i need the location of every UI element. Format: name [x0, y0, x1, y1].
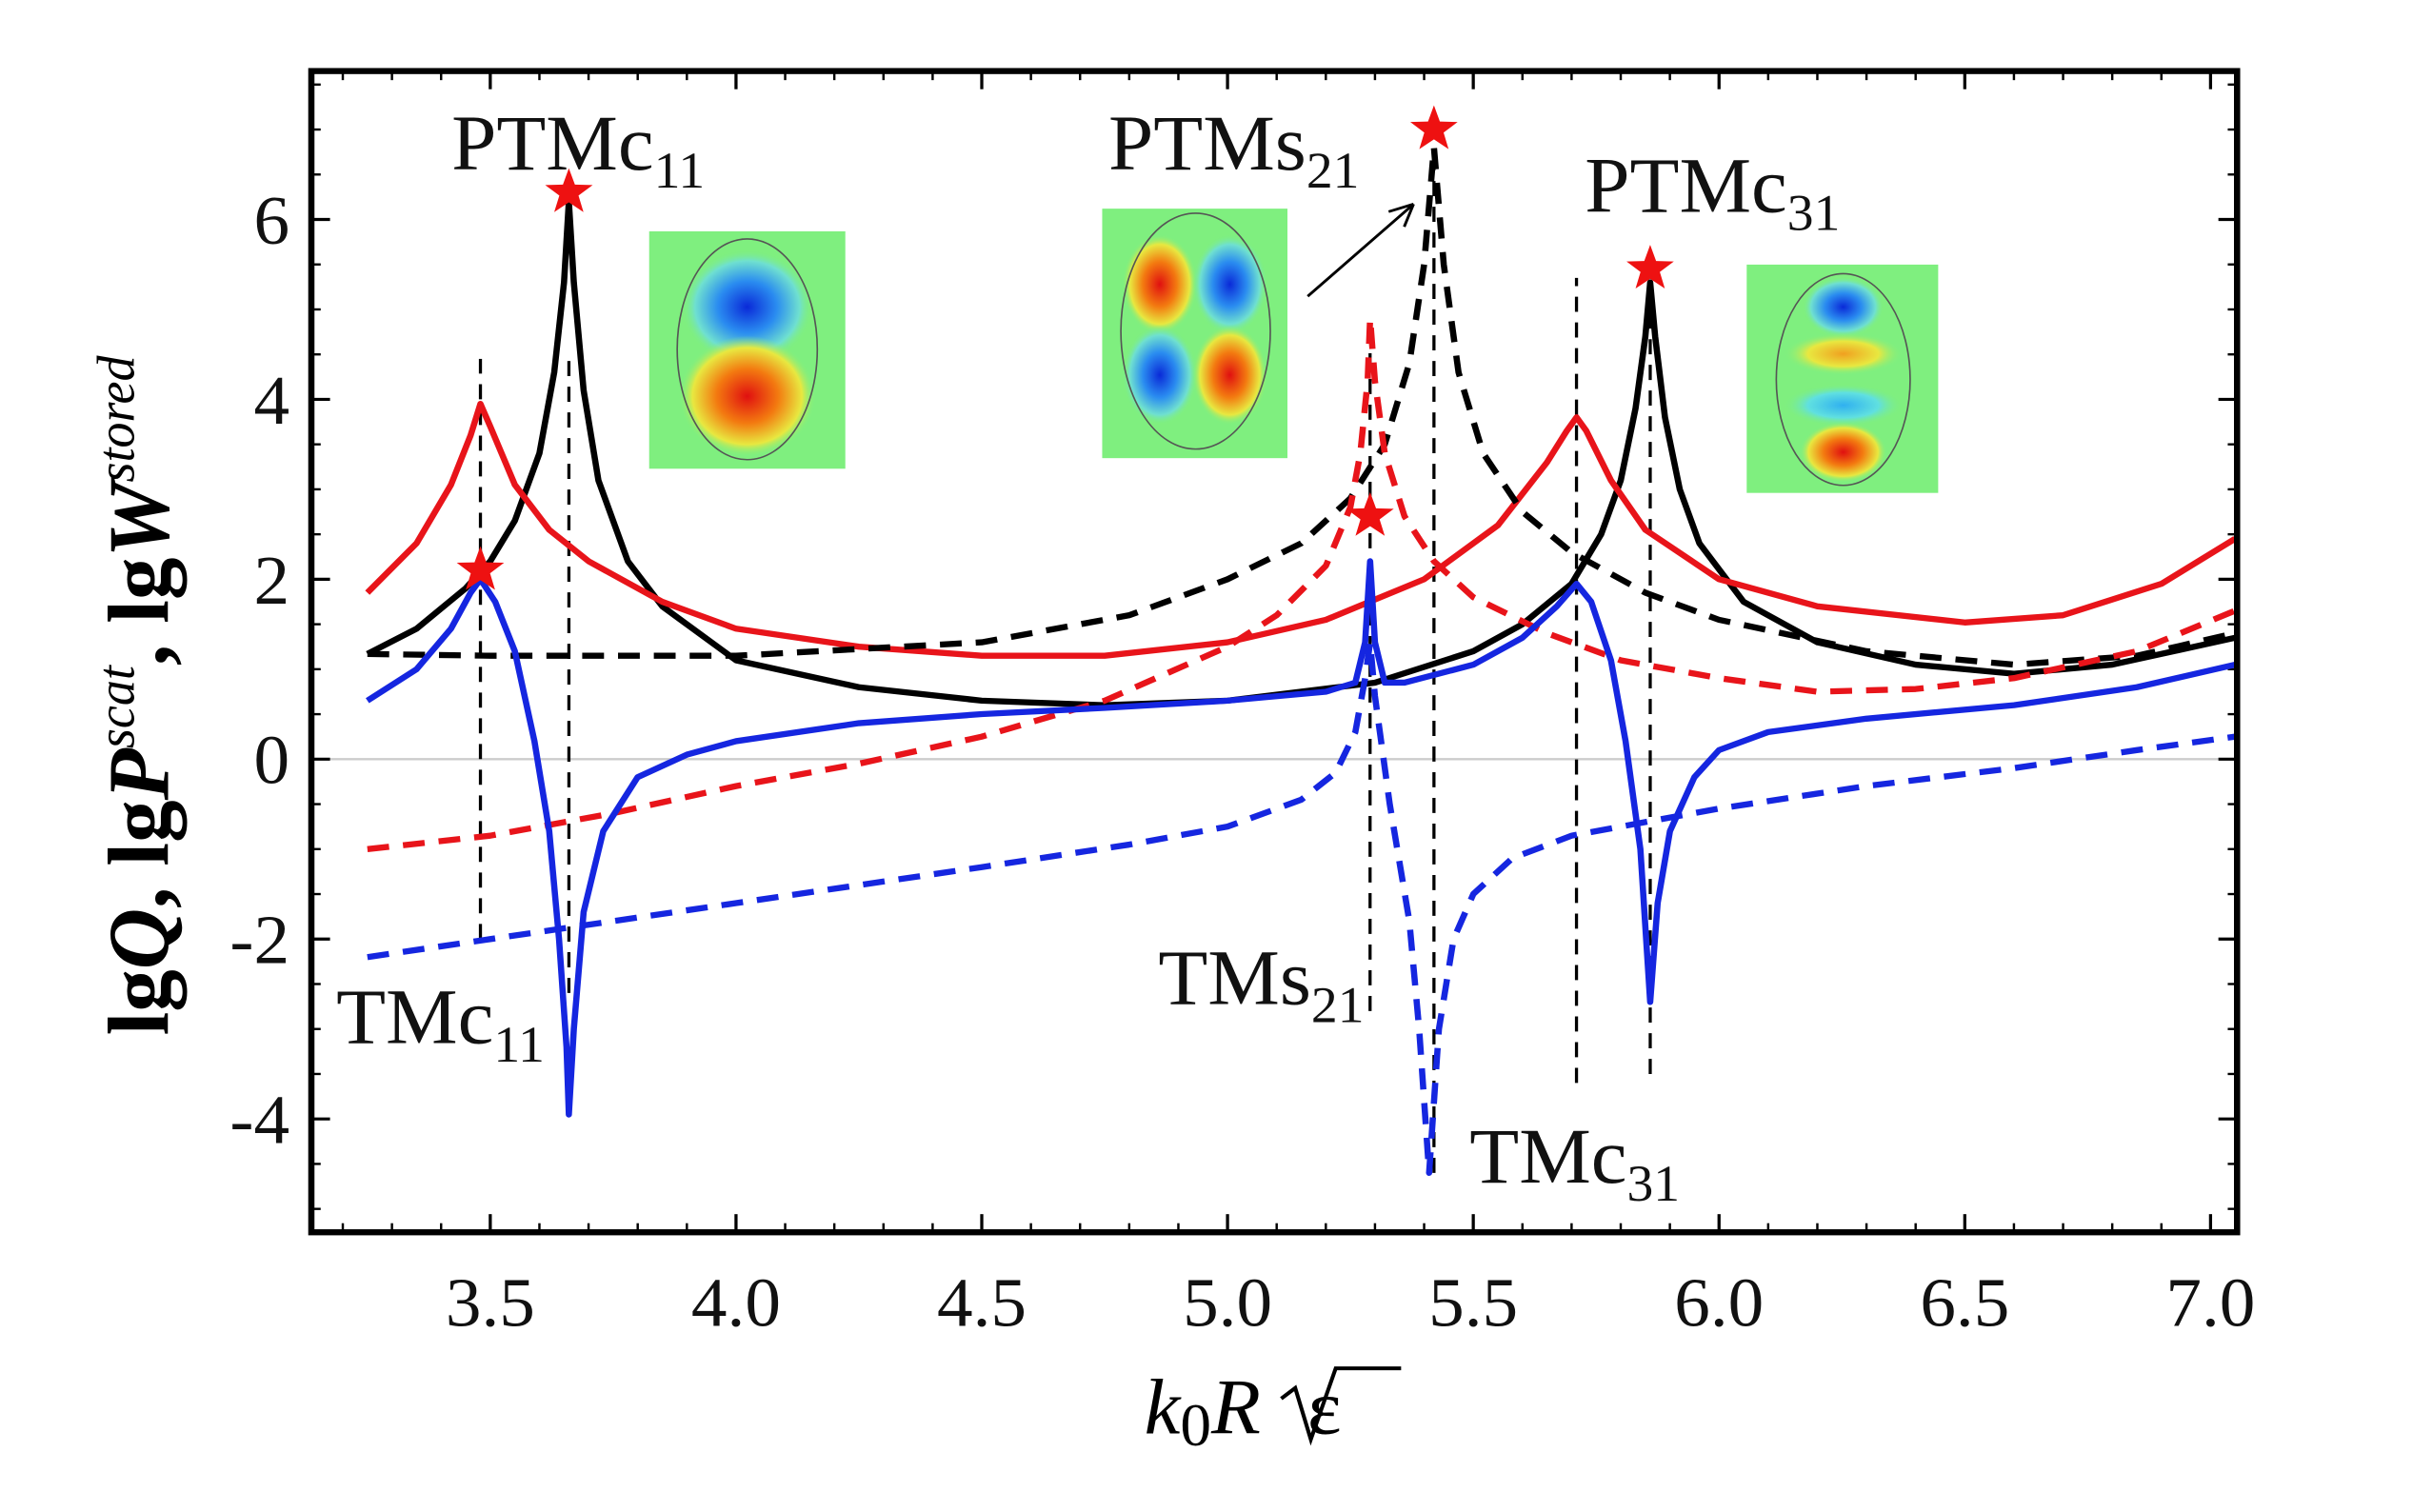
mode-labels: PTMc11 PTMs21 PTMc31 TMc11 TMs21 TMc31 — [336, 100, 1840, 1212]
x-tick-label: 5.5 — [1428, 1265, 1518, 1343]
x-tick-label: 3.5 — [446, 1265, 535, 1343]
star-marker — [1410, 105, 1458, 149]
field-map-insets — [648, 203, 1939, 493]
y-tick-label: -2 — [229, 903, 289, 980]
y-tick-label: 6 — [253, 183, 289, 260]
star-marker — [456, 546, 505, 590]
x-tick-label: 4.5 — [937, 1265, 1027, 1343]
y-tick-label: 0 — [253, 723, 289, 800]
y-tick-label: 4 — [253, 363, 289, 440]
x-tick-label: 6.5 — [1920, 1265, 2009, 1343]
series-line-blue-solid — [366, 558, 2236, 1118]
inset-ptmc31-field-map — [1746, 264, 1939, 493]
series-line-black-solid — [366, 198, 2236, 708]
star-marker — [1346, 491, 1394, 536]
label-ptmc31: PTMc31 — [1585, 142, 1840, 241]
label-tmc31: TMc31 — [1469, 1113, 1680, 1212]
inset-ptmc11-field-map — [648, 230, 846, 469]
y-tick-label: 2 — [253, 543, 289, 620]
plot-frame — [308, 68, 2241, 1236]
sqrt-symbol — [1280, 1366, 1402, 1446]
series-line-blue-dashed — [367, 639, 2236, 1176]
x-axis-label: k0R ε — [1145, 1364, 1342, 1459]
label-tms21: TMs21 — [1158, 935, 1364, 1034]
series-line-red-dashed — [367, 315, 2237, 852]
label-tmc11: TMc11 — [336, 974, 545, 1073]
x-tick-label: 7.0 — [2165, 1265, 2255, 1343]
series-line-red-solid — [365, 400, 2237, 659]
x-tick-label: 6.0 — [1674, 1265, 1764, 1343]
label-ptms21: PTMs21 — [1108, 100, 1359, 199]
arrow-to-ptms21-peak — [1306, 203, 1415, 298]
y-axis-label: lgQ, lgPscat, lgWstored — [87, 355, 188, 1036]
star-marker — [1626, 245, 1674, 288]
y-tick-label: -4 — [229, 1083, 289, 1160]
x-tick-label: 5.0 — [1183, 1265, 1272, 1343]
star-marker — [545, 168, 593, 212]
label-ptmc11: PTMc11 — [451, 100, 705, 199]
inset-ptms21-field-map — [1102, 209, 1288, 459]
x-tick-label: 4.0 — [691, 1265, 781, 1343]
